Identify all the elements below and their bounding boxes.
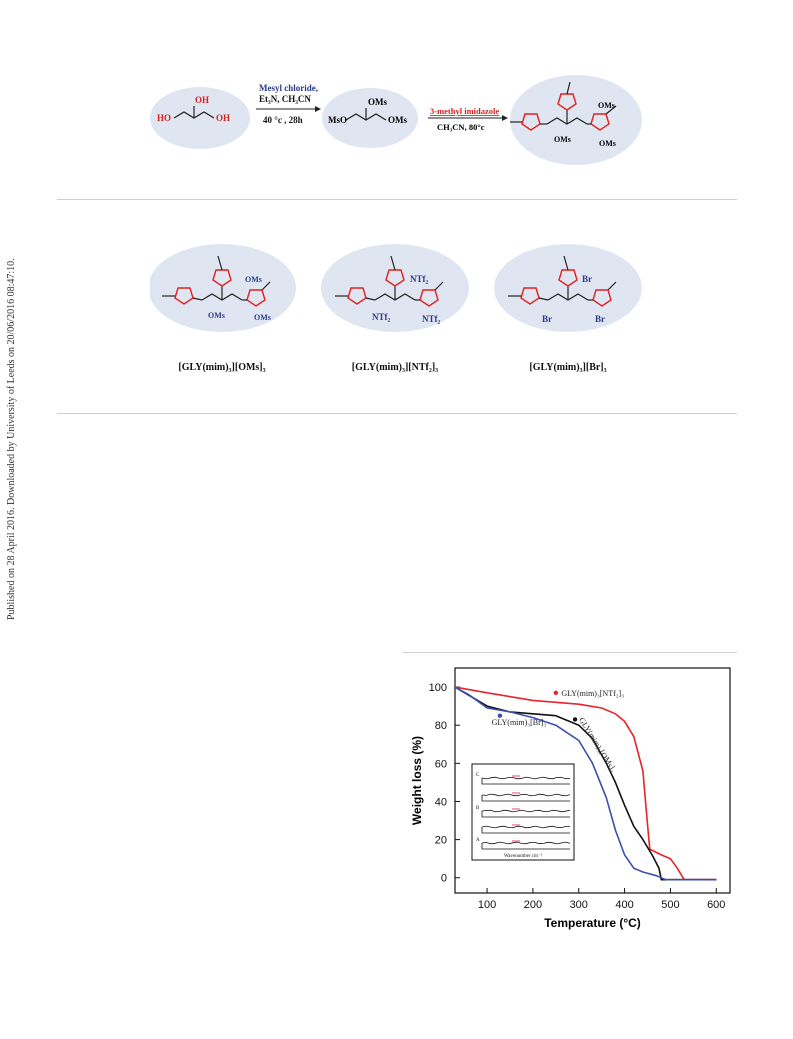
compound-br-anion-1: Br (582, 274, 592, 284)
section-divider-2 (57, 413, 737, 414)
series-label-0: GLY(mim)₃[NTf₂]₃ (561, 689, 624, 698)
compound-br-caption: [GLY(mim)₃][Br]₃ (529, 362, 607, 373)
inset-x-label: Wavenumber cm⁻¹ (504, 853, 543, 859)
reagents-line2: Et₃N, CH₃CN (259, 94, 311, 104)
mesylate-oms-top-label: OMs (368, 97, 387, 107)
tga-chart: 100 200 300 400 500 600 0 20 40 60 80 100 Temperatu… (410, 667, 731, 930)
compound-oms-anion-2: OMs (208, 311, 225, 320)
series-marker-2 (497, 713, 503, 718)
y-axis-label: Weight loss (%) (410, 736, 424, 825)
y-tick-label: 60 (435, 758, 447, 770)
inset-spectrum-2 (481, 809, 571, 818)
series-line-2 (454, 686, 717, 881)
series-marker-1 (572, 717, 578, 722)
compound-ntf2-anion-2: NTf₂ (372, 312, 390, 322)
inset-panel-letter: A (476, 838, 480, 843)
y-tick-label: 40 (435, 796, 447, 808)
y-tick-label: 0 (441, 873, 447, 885)
reagent2: 3-methyl imidazole (430, 106, 499, 116)
inset-spectrum-1 (481, 793, 571, 802)
section-divider-3 (403, 652, 737, 653)
series-label-2: GLY(mim)₃[Br]₃ (492, 718, 547, 727)
y-tick-label: 80 (435, 720, 447, 732)
compound-br-anion-2: Br (542, 314, 552, 324)
x-axis-label: Temperature (°C) (544, 916, 641, 930)
compound-oms-structure: OMs OMs OMs (150, 244, 296, 332)
mesylate-oms-right-label: OMs (388, 115, 407, 125)
synthesis-scheme: HO OH OH Mesyl chloride, Et₃N, CH₃CN 40 … (150, 75, 642, 165)
series-line-0 (454, 686, 717, 881)
x-tick-label: 500 (661, 899, 679, 911)
compound-oms-anion-1: OMs (245, 275, 262, 284)
y-tick-label: 20 (435, 835, 447, 847)
x-tick-label: 300 (570, 899, 588, 911)
series-label-1: GLY(mim)₃[OMs]₃ (577, 716, 618, 774)
x-tick-label: 100 (478, 899, 496, 911)
series-marker-0 (553, 690, 559, 695)
imidazolium-ring-left (521, 113, 541, 131)
glycerol-backdrop (150, 87, 250, 149)
conditions2: CH₃CN, 80°c (437, 122, 485, 132)
x-tick-label: 200 (524, 899, 542, 911)
product-oms-label-3: OMs (599, 139, 616, 148)
inset-spectrum-3 (481, 825, 570, 834)
plot-area-border (454, 667, 731, 894)
inset-panel-letter: C (476, 773, 480, 778)
x-tick-label: 600 (707, 899, 725, 911)
mesylate-mso-label: MsO (328, 115, 347, 125)
inset-spectrum-4 (481, 841, 571, 850)
reagents-line1: Mesyl chloride, (259, 83, 318, 93)
inset-spectrum-0 (481, 776, 571, 785)
publication-side-note: Published on 28 April 2016. Downloaded b… (6, 258, 17, 620)
compound-ntf2-anion-3: NTf₂ (422, 314, 440, 324)
inset-panel-letter: B (476, 806, 480, 811)
compound-ntf2-structure: NTf₂ NTf₂ NTf₂ (321, 244, 469, 332)
glycerol-oh-right-label: OH (216, 113, 230, 123)
compound-ntf2-anion-1: NTf₂ (410, 274, 428, 284)
compound-br-structure: Br Br Br (494, 244, 642, 332)
conditions1: 40 °c , 28h (263, 115, 303, 125)
imidazolium-ring-right (590, 113, 610, 131)
section-divider-1 (57, 199, 737, 200)
compound-structures: OMs OMs OMs NTf₂ NTf₂ NTf₂ Br Br Br (150, 244, 642, 332)
series-line-1 (454, 686, 717, 881)
compound-ntf2-caption: [GLY(mim)₃][NTf₂]₃ (351, 362, 439, 373)
y-tick-label: 100 (429, 682, 447, 694)
product-oms-label-1: OMs (598, 101, 615, 110)
glycerol-oh-top-label: OH (195, 95, 209, 105)
compound-oms-caption: [GLY(mim)₃][OMs]₃ (178, 362, 266, 373)
product-oms-label-2: OMs (554, 135, 571, 144)
x-tick-label: 400 (615, 899, 633, 911)
imidazolium-ring-top (557, 93, 577, 111)
compound-oms-anion-3: OMs (254, 313, 271, 322)
product-backdrop (510, 75, 642, 165)
glycerol-ho-label: HO (157, 113, 171, 123)
compound-br-anion-3: Br (595, 314, 605, 324)
